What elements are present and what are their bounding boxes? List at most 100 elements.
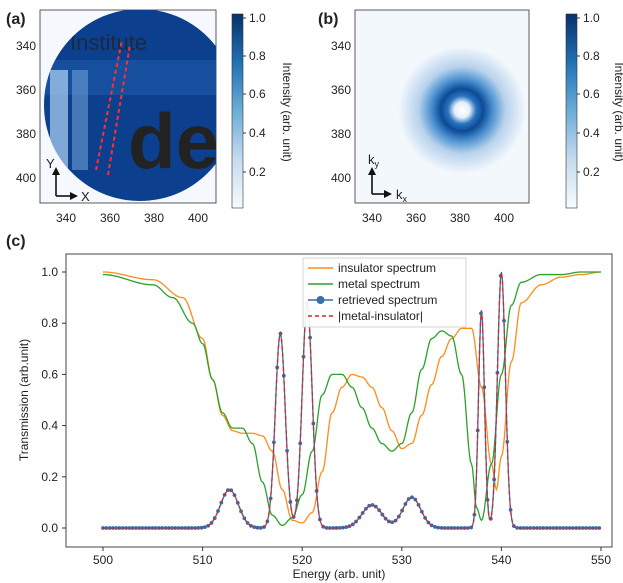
panel-b-y-tick: 340 <box>331 39 351 53</box>
panel-a-y-tick: 340 <box>16 39 36 53</box>
retrieved-spectrum-point <box>176 526 181 530</box>
legend-label-difference: |metal-insulator| <box>338 309 423 323</box>
colorbar-b-label: Intensity (arb. unit) <box>612 62 623 161</box>
retrieved-spectrum-point <box>459 526 464 530</box>
panel-b-x-tick: 340 <box>362 211 382 225</box>
panel-a-x-ticks: 340 360 380 400 <box>56 211 208 225</box>
y-arrow-head <box>52 167 60 175</box>
colorbar-a-tick: 0.8 <box>249 49 266 63</box>
retrieved-spectrum-point <box>390 520 395 525</box>
panel-a-x-tick: 360 <box>100 211 120 225</box>
retrieved-spectrum-point <box>446 526 451 530</box>
retrieved-spectrum-point <box>551 526 556 530</box>
panel-b-x-tick: 380 <box>450 211 470 225</box>
retrieved-spectrum-point <box>370 503 375 507</box>
retrieved-spectrum-point <box>515 526 520 530</box>
retrieved-spectrum-point <box>594 526 598 530</box>
retrieved-spectrum-point <box>127 526 132 530</box>
colorbar-b-tick: 1.0 <box>583 11 600 25</box>
retrieved-spectrum-point <box>196 526 201 530</box>
panel-a-axes-indicator: Y X <box>46 156 90 204</box>
panel-a-x-tick: 340 <box>56 211 76 225</box>
retrieved-spectrum-point <box>577 526 582 530</box>
colorbar-a-tick: 0.6 <box>249 87 266 101</box>
retrieved-spectrum-point <box>465 526 470 530</box>
colorbar-a <box>231 13 244 209</box>
panel-label-c: (c) <box>6 233 26 250</box>
retrieved-spectrum-point <box>183 526 188 530</box>
panel-b: (b) 340 360 380 400 340 360 380 400 ky k… <box>318 9 623 225</box>
retrieved-spectrum-point <box>439 525 444 530</box>
colorbar-a-label: Intensity (arb. unit) <box>280 62 294 161</box>
panel-b-axes-indicator: ky kx <box>368 152 408 204</box>
panel-b-colorbar: 1.0 0.8 0.6 0.4 0.2 Intensity (arb. unit… <box>565 11 623 209</box>
retrieved-spectrum-point <box>285 448 289 453</box>
colorbar-a-tick: 0.2 <box>249 165 266 179</box>
retrieved-spectrum-point <box>120 526 125 530</box>
retrieved-spectrum-point <box>452 526 457 530</box>
y-tick-label: 0.8 <box>41 316 58 330</box>
panel-a-y-tick: 400 <box>16 171 36 185</box>
legend-marker-retrieved <box>316 296 325 304</box>
ring-intensity <box>398 46 526 174</box>
ky-arrow-head <box>368 167 376 175</box>
colorbar-b <box>565 13 578 209</box>
y-tick-label: 0.4 <box>41 419 58 433</box>
retrieved-spectrum-point <box>538 526 543 530</box>
panel-b-x-tick: 360 <box>406 211 426 225</box>
logo-text: dea <box>128 97 263 185</box>
retrieved-spectrum-point <box>163 526 168 530</box>
legend-label-retrieved: retrieved spectrum <box>338 293 437 307</box>
panel-a: (a) dea Institute 340 360 380 400 <box>6 9 294 225</box>
panel-a-x-tick: 400 <box>188 211 208 225</box>
retrieved-spectrum-point <box>140 526 145 530</box>
y-tick-label: 0.0 <box>41 521 58 535</box>
legend-label-metal: metal spectrum <box>338 277 420 291</box>
retrieved-spectrum-point <box>508 507 513 512</box>
retrieved-spectrum-point <box>107 526 112 530</box>
panel-label-b: (b) <box>318 11 338 28</box>
panel-b-y-ticks: 340 360 380 400 <box>331 39 351 185</box>
retrieved-spectrum-point <box>189 526 194 530</box>
retrieved-spectrum-point <box>156 526 161 530</box>
retrieved-spectrum-point <box>544 526 549 530</box>
retrieved-spectrum-point <box>239 509 243 514</box>
retrieved-spectrum-point <box>272 440 276 445</box>
retrieved-spectrum-point <box>170 526 174 530</box>
trace-line-1 <box>95 39 123 171</box>
retrieved-spectrum-point <box>344 525 349 530</box>
colorbar-a-tick: 1.0 <box>249 11 266 25</box>
y-tick-label: 0.6 <box>41 367 58 381</box>
axis-x-letter: X <box>81 189 90 204</box>
panel-label-a: (a) <box>6 11 26 28</box>
colorbar-b-tick: 0.8 <box>583 49 600 63</box>
y-tick-layer: 0.0 0.2 0.4 0.6 0.8 1.0 <box>41 265 66 535</box>
retrieved-spectrum-point <box>258 525 263 530</box>
x-tick-label: 510 <box>193 553 213 567</box>
x-tick-label: 500 <box>93 553 113 567</box>
x-tick-label: 540 <box>491 553 511 567</box>
x-arrow-head <box>70 192 78 200</box>
retrieved-spectrum-point <box>311 421 316 426</box>
retrieved-spectrum-point <box>502 318 506 323</box>
retrieved-spectrum-point <box>324 525 329 530</box>
panel-a-image: dea Institute <box>39 9 263 204</box>
retrieved-spectrum-point <box>564 526 569 530</box>
trace-line-2 <box>107 44 131 176</box>
x-tick-label: 520 <box>292 553 312 567</box>
retrieved-spectrum-point <box>433 525 437 529</box>
y-tick-label: 1.0 <box>41 265 58 279</box>
y-tick-label: 0.2 <box>41 470 58 484</box>
colorbar-b-tick: 0.4 <box>583 126 600 140</box>
axis-y-letter: Y <box>46 156 55 171</box>
retrieved-spectrum-point <box>571 526 575 530</box>
retrieved-spectrum-point <box>133 526 138 530</box>
panel-a-colorbar: 1.0 0.8 0.6 0.4 0.2 Intensity (arb. unit… <box>231 11 294 209</box>
legend-label-insulator: insulator spectrum <box>338 261 436 275</box>
colorbar-b-tick: 0.6 <box>583 87 600 101</box>
panel-a-y-tick: 360 <box>16 83 36 97</box>
x-tick-label: 530 <box>392 553 412 567</box>
axis-ky-letter: ky <box>368 152 380 169</box>
panel-b-y-tick: 380 <box>331 127 351 141</box>
